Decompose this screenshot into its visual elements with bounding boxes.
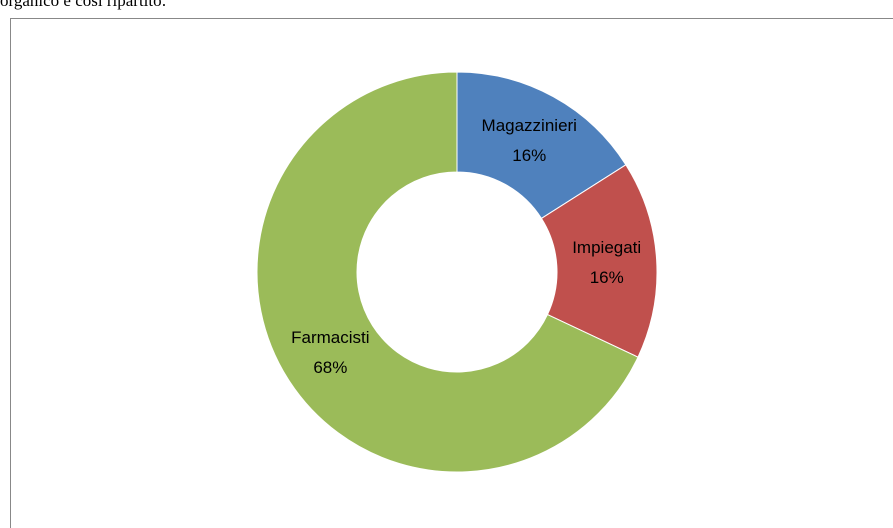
slice-label: Magazzinieri: [482, 116, 577, 135]
slice-value-label: 68%: [313, 358, 347, 377]
slice-value-label: 16%: [590, 268, 624, 287]
header-text: organico è così ripartito:: [0, 0, 167, 10]
slice-label: Farmacisti: [291, 328, 369, 347]
slice-label: Impiegati: [572, 238, 641, 257]
donut-slice: [456, 71, 627, 220]
donut-slice: [256, 71, 639, 473]
slice-value-label: 16%: [512, 146, 546, 165]
donut-slice: [540, 164, 658, 358]
